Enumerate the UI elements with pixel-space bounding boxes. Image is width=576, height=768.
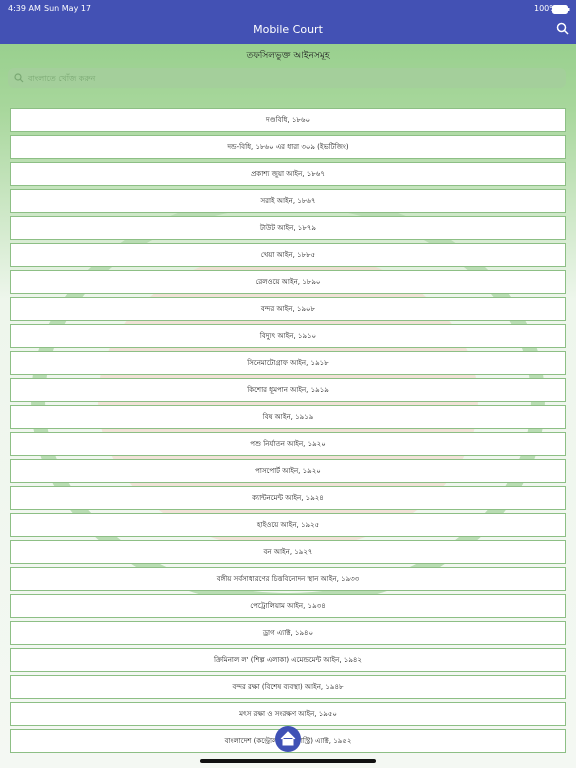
law-row[interactable]: প্রকাশ্য জুয়া আইন, ১৮৬৭ [10, 162, 566, 186]
law-row[interactable]: বিষ আইন, ১৯১৯ [10, 405, 566, 429]
law-row[interactable]: বন্দর আইন, ১৯০৮ [10, 297, 566, 321]
law-row[interactable]: সিনেমাটোগ্রাফ আইন, ১৯১৮ [10, 351, 566, 375]
law-row[interactable]: খেয়া আইন, ১৮৮৫ [10, 243, 566, 267]
date: Sun May 17 [44, 4, 92, 13]
law-row[interactable]: ক্রিমিনাল ল' (শিল্প এলাকা) এমেন্ডমেন্ট আ… [10, 648, 566, 672]
law-row[interactable]: কিশোর ধূমপান আইন, ১৯১৯ [10, 378, 566, 402]
battery: 100% [534, 4, 557, 13]
law-row[interactable]: বন্দর রক্ষা (বিশেষ ব্যবস্থা) আইন, ১৯৪৮ [10, 675, 566, 699]
time: 4:39 AM [8, 4, 41, 13]
law-row[interactable]: পেট্রোলিয়াম আইন, ১৯৩৪ [10, 594, 566, 618]
law-row[interactable]: বঙ্গীয় সর্বসাধারণের চিত্তবিনোদন স্থান আ… [10, 567, 566, 591]
search-placeholder: বাংলাতে খোঁজ করুন [28, 74, 96, 83]
subtitle: তফসিলভুক্ত আইনসমূহ [246, 51, 330, 61]
law-row[interactable]: বন আইন, ১৯২৭ [10, 540, 566, 564]
home-indicator [200, 759, 376, 763]
law-row[interactable]: মৎস রক্ষা ও সংরক্ষণ আইন, ১৯৫০ [10, 702, 566, 726]
law-row[interactable]: ড্রাগ এ্যাক্ট, ১৯৪০ [10, 621, 566, 645]
search-field[interactable]: বাংলাতে খোঁজ করুন [8, 68, 566, 88]
law-row[interactable]: টাউট আইন, ১৮৭৯ [10, 216, 566, 240]
battery-icon [552, 5, 570, 14]
law-row[interactable]: দণ্ডবিধি, ১৮৬০ [10, 108, 566, 132]
law-row[interactable]: ক্যান্টনমেন্ট আইন, ১৯২৪ [10, 486, 566, 510]
law-row[interactable]: হাইওয়ে আইন, ১৯২৫ [10, 513, 566, 537]
law-row[interactable]: রেলওয়ে আইন, ১৮৯০ [10, 270, 566, 294]
nav-bar: Mobile Court [0, 14, 576, 44]
law-row[interactable]: দন্ড-বিধি, ১৮৬০ এর ধারা ৩০৯ (ইভটিজিং) [10, 135, 566, 159]
nav-title: Mobile Court [253, 23, 323, 36]
home-button[interactable] [274, 725, 302, 753]
search-button[interactable] [556, 22, 570, 36]
law-row[interactable]: বিদ্যুৎ আইন, ১৯১০ [10, 324, 566, 348]
search-icon [14, 73, 24, 83]
law-row[interactable]: পাসপোর্ট আইন, ১৯২০ [10, 459, 566, 483]
law-row[interactable]: সরাই আইন, ১৮৬৭ [10, 189, 566, 213]
law-row[interactable]: পশু নির্যাতন আইন, ১৯২০ [10, 432, 566, 456]
